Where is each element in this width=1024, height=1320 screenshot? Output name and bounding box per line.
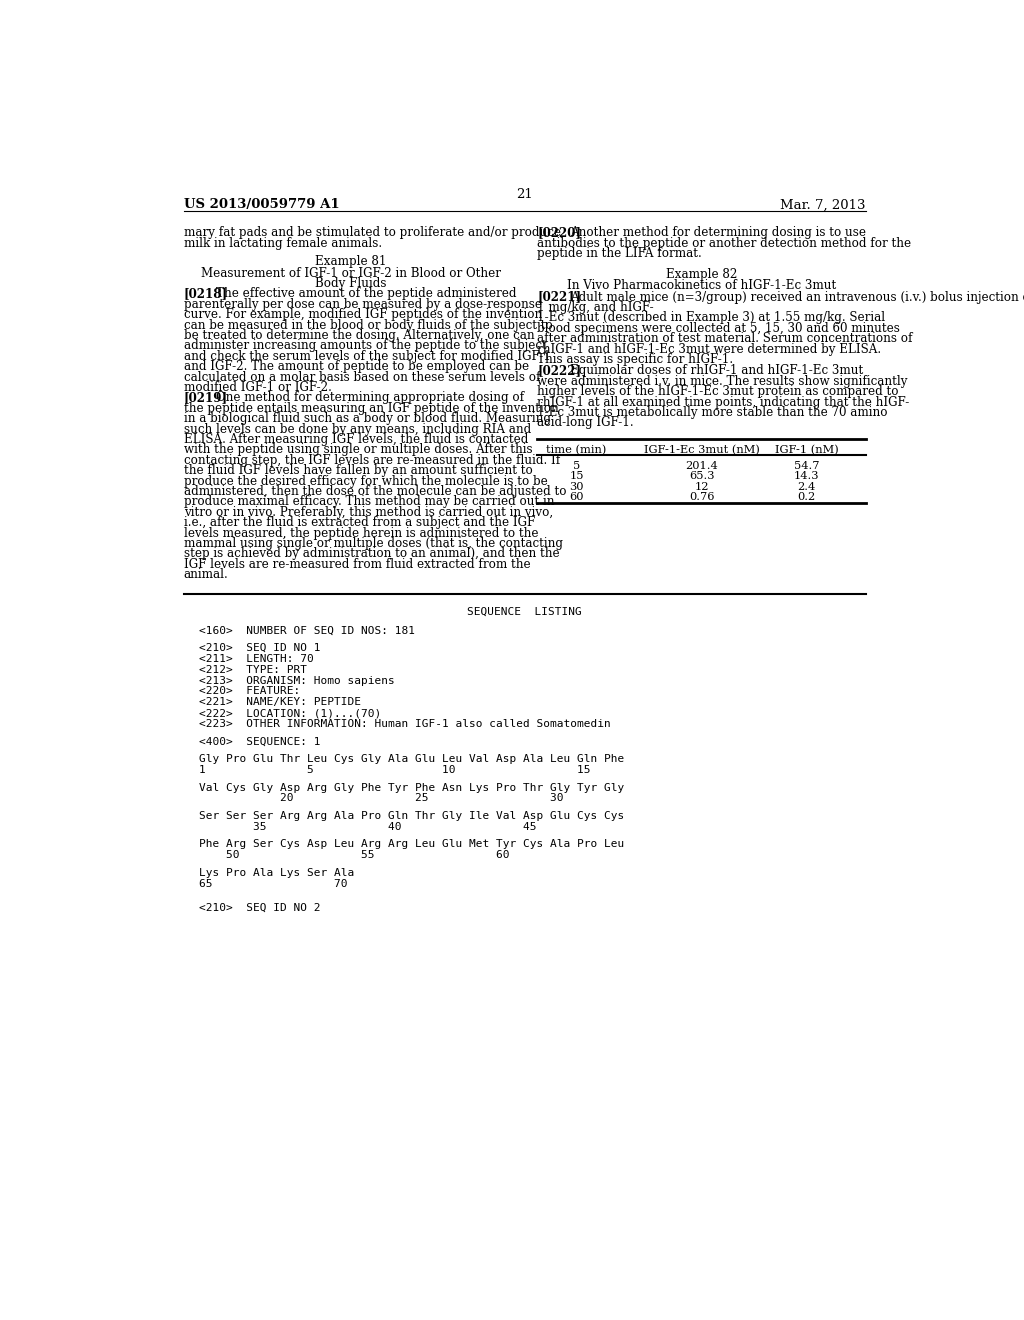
Text: mary fat pads and be stimulated to proliferate and/or produce: mary fat pads and be stimulated to proli… [183, 226, 561, 239]
Text: 30: 30 [569, 482, 584, 492]
Text: This assay is specific for hIGF-1.: This assay is specific for hIGF-1. [538, 352, 733, 366]
Text: acid-long IGF-1.: acid-long IGF-1. [538, 416, 634, 429]
Text: 14.3: 14.3 [794, 471, 819, 482]
Text: mammal using single or multiple doses (that is, the contacting: mammal using single or multiple doses (t… [183, 537, 563, 550]
Text: 60: 60 [569, 492, 584, 503]
Text: blood specimens were collected at 5, 15, 30 and 60 minutes: blood specimens were collected at 5, 15,… [538, 322, 900, 335]
Text: were administered i.v. in mice. The results show significantly: were administered i.v. in mice. The resu… [538, 375, 907, 388]
Text: the fluid IGF levels have fallen by an amount sufficient to: the fluid IGF levels have fallen by an a… [183, 465, 532, 478]
Text: 21: 21 [516, 187, 534, 201]
Text: parenterally per dose can be measured by a dose-response: parenterally per dose can be measured by… [183, 298, 542, 312]
Text: 65                  70: 65 70 [200, 879, 348, 888]
Text: 0.76: 0.76 [689, 492, 715, 503]
Text: Mar. 7, 2013: Mar. 7, 2013 [780, 198, 866, 211]
Text: i.e., after the fluid is extracted from a subject and the IGF: i.e., after the fluid is extracted from … [183, 516, 536, 529]
Text: peptide in the LIFA format.: peptide in the LIFA format. [538, 247, 701, 260]
Text: Equimolar doses of rhIGF-1 and hIGF-1-Ec 3mut: Equimolar doses of rhIGF-1 and hIGF-1-Ec… [569, 364, 863, 378]
Text: 1-Ec 3mut is metabolically more stable than the 70 amino: 1-Ec 3mut is metabolically more stable t… [538, 407, 888, 418]
Text: IGF levels are re-measured from fluid extracted from the: IGF levels are re-measured from fluid ex… [183, 558, 530, 570]
Text: <210>  SEQ ID NO 1: <210> SEQ ID NO 1 [200, 643, 321, 653]
Text: curve. For example, modified IGF peptides of the invention: curve. For example, modified IGF peptide… [183, 309, 542, 321]
Text: the peptide entails measuring an IGF peptide of the invention: the peptide entails measuring an IGF pep… [183, 401, 558, 414]
Text: 5: 5 [573, 461, 581, 471]
Text: be treated to determine the dosing. Alternatively, one can: be treated to determine the dosing. Alte… [183, 329, 535, 342]
Text: Val Cys Gly Asp Arg Gly Phe Tyr Phe Asn Lys Pro Thr Gly Tyr Gly: Val Cys Gly Asp Arg Gly Phe Tyr Phe Asn … [200, 783, 625, 792]
Text: such levels can be done by any means, including RIA and: such levels can be done by any means, in… [183, 422, 531, 436]
Text: Body Fluids: Body Fluids [315, 277, 387, 290]
Text: produce the desired efficacy for which the molecule is to be: produce the desired efficacy for which t… [183, 475, 548, 487]
Text: <160>  NUMBER OF SEQ ID NOS: 181: <160> NUMBER OF SEQ ID NOS: 181 [200, 626, 416, 635]
Text: levels measured, the peptide herein is administered to the: levels measured, the peptide herein is a… [183, 527, 539, 540]
Text: step is achieved by administration to an animal), and then the: step is achieved by administration to an… [183, 548, 559, 561]
Text: The effective amount of the peptide administered: The effective amount of the peptide admi… [216, 288, 517, 301]
Text: modified IGF-1 or IGF-2.: modified IGF-1 or IGF-2. [183, 381, 332, 395]
Text: rhIGF-1 and hIGF-1-Ec 3mut were determined by ELISA.: rhIGF-1 and hIGF-1-Ec 3mut were determin… [538, 343, 882, 355]
Text: [0221]: [0221] [538, 290, 582, 304]
Text: higher levels of the hIGF-1-Ec 3mut protein as compared to: higher levels of the hIGF-1-Ec 3mut prot… [538, 385, 899, 399]
Text: Measurement of IGF-1 or IGF-2 in Blood or Other: Measurement of IGF-1 or IGF-2 in Blood o… [201, 267, 501, 280]
Text: [0222]: [0222] [538, 364, 582, 378]
Text: 50                  55                  60: 50 55 60 [200, 850, 510, 861]
Text: contacting step, the IGF levels are re-measured in the fluid. If: contacting step, the IGF levels are re-m… [183, 454, 560, 467]
Text: time (min): time (min) [547, 445, 607, 455]
Text: 1-Ec 3mut (described in Example 3) at 1.55 mg/kg. Serial: 1-Ec 3mut (described in Example 3) at 1.… [538, 312, 886, 325]
Text: <213>  ORGANISM: Homo sapiens: <213> ORGANISM: Homo sapiens [200, 676, 395, 685]
Text: <212>  TYPE: PRT: <212> TYPE: PRT [200, 665, 307, 675]
Text: milk in lactating female animals.: milk in lactating female animals. [183, 236, 382, 249]
Text: Example 81: Example 81 [315, 255, 387, 268]
Text: can be measured in the blood or body fluids of the subject to: can be measured in the blood or body flu… [183, 318, 553, 331]
Text: antibodies to the peptide or another detection method for the: antibodies to the peptide or another det… [538, 236, 911, 249]
Text: Phe Arg Ser Cys Asp Leu Arg Arg Leu Glu Met Tyr Cys Ala Pro Leu: Phe Arg Ser Cys Asp Leu Arg Arg Leu Glu … [200, 840, 625, 849]
Text: <222>  LOCATION: (1)...(70): <222> LOCATION: (1)...(70) [200, 709, 382, 718]
Text: [0218]: [0218] [183, 288, 228, 301]
Text: IGF-1-Ec 3mut (nM): IGF-1-Ec 3mut (nM) [643, 445, 760, 455]
Text: Example 82: Example 82 [666, 268, 737, 281]
Text: 1               5                   10                  15: 1 5 10 15 [200, 766, 591, 775]
Text: calculated on a molar basis based on these serum levels of: calculated on a molar basis based on the… [183, 371, 541, 384]
Text: In Vivo Pharmacokinetics of hIGF-1-Ec 3mut: In Vivo Pharmacokinetics of hIGF-1-Ec 3m… [567, 279, 837, 292]
Text: produce maximal efficacy. This method may be carried out in: produce maximal efficacy. This method ma… [183, 495, 554, 508]
Text: and check the serum levels of the subject for modified IGF-1: and check the serum levels of the subjec… [183, 350, 551, 363]
Text: 1 mg/kg, and hIGF-: 1 mg/kg, and hIGF- [538, 301, 654, 314]
Text: Another method for determining dosing is to use: Another method for determining dosing is… [569, 226, 865, 239]
Text: 20                  25                  30: 20 25 30 [200, 793, 564, 804]
Text: ELISA. After measuring IGF levels, the fluid is contacted: ELISA. After measuring IGF levels, the f… [183, 433, 528, 446]
Text: [0220]: [0220] [538, 226, 582, 239]
Text: [0219]: [0219] [183, 392, 228, 404]
Text: with the peptide using single or multiple doses. After this: with the peptide using single or multipl… [183, 444, 532, 457]
Text: <223>  OTHER INFORMATION: Human IGF-1 also called Somatomedin: <223> OTHER INFORMATION: Human IGF-1 als… [200, 719, 611, 729]
Text: SEQUENCE  LISTING: SEQUENCE LISTING [467, 607, 583, 616]
Text: Lys Pro Ala Lys Ser Ala: Lys Pro Ala Lys Ser Ala [200, 867, 354, 878]
Text: 15: 15 [569, 471, 584, 482]
Text: 54.7: 54.7 [794, 461, 819, 471]
Text: 201.4: 201.4 [685, 461, 718, 471]
Text: <220>  FEATURE:: <220> FEATURE: [200, 686, 301, 697]
Text: after administration of test material. Serum concentrations of: after administration of test material. S… [538, 333, 912, 346]
Text: animal.: animal. [183, 568, 228, 581]
Text: US 2013/0059779 A1: US 2013/0059779 A1 [183, 198, 339, 211]
Text: 12: 12 [694, 482, 709, 492]
Text: 65.3: 65.3 [689, 471, 715, 482]
Text: One method for determining appropriate dosing of: One method for determining appropriate d… [216, 392, 524, 404]
Text: 35                  40                  45: 35 40 45 [200, 822, 537, 832]
Text: administer increasing amounts of the peptide to the subject: administer increasing amounts of the pep… [183, 339, 547, 352]
Text: vitro or in vivo. Preferably, this method is carried out in vivo,: vitro or in vivo. Preferably, this metho… [183, 506, 553, 519]
Text: IGF-1 (nM): IGF-1 (nM) [775, 445, 839, 455]
Text: Adult male mice (n=3/group) received an intravenous (i.v.) bolus injection of rh: Adult male mice (n=3/group) received an … [569, 290, 1024, 304]
Text: 2.4: 2.4 [798, 482, 816, 492]
Text: <221>  NAME/KEY: PEPTIDE: <221> NAME/KEY: PEPTIDE [200, 697, 361, 708]
Text: and IGF-2. The amount of peptide to be employed can be: and IGF-2. The amount of peptide to be e… [183, 360, 529, 374]
Text: Ser Ser Ser Arg Arg Ala Pro Gln Thr Gly Ile Val Asp Glu Cys Cys: Ser Ser Ser Arg Arg Ala Pro Gln Thr Gly … [200, 810, 625, 821]
Text: rhIGF-1 at all examined time points, indicating that the hIGF-: rhIGF-1 at all examined time points, ind… [538, 396, 909, 409]
Text: Gly Pro Glu Thr Leu Cys Gly Ala Glu Leu Val Asp Ala Leu Gln Phe: Gly Pro Glu Thr Leu Cys Gly Ala Glu Leu … [200, 754, 625, 764]
Text: 0.2: 0.2 [798, 492, 816, 503]
Text: <400>  SEQUENCE: 1: <400> SEQUENCE: 1 [200, 737, 321, 747]
Text: <211>  LENGTH: 70: <211> LENGTH: 70 [200, 653, 314, 664]
Text: administered, then the dose of the molecule can be adjusted to: administered, then the dose of the molec… [183, 484, 566, 498]
Text: in a biological fluid such as a body or blood fluid. Measuring: in a biological fluid such as a body or … [183, 412, 551, 425]
Text: <210>  SEQ ID NO 2: <210> SEQ ID NO 2 [200, 903, 321, 912]
